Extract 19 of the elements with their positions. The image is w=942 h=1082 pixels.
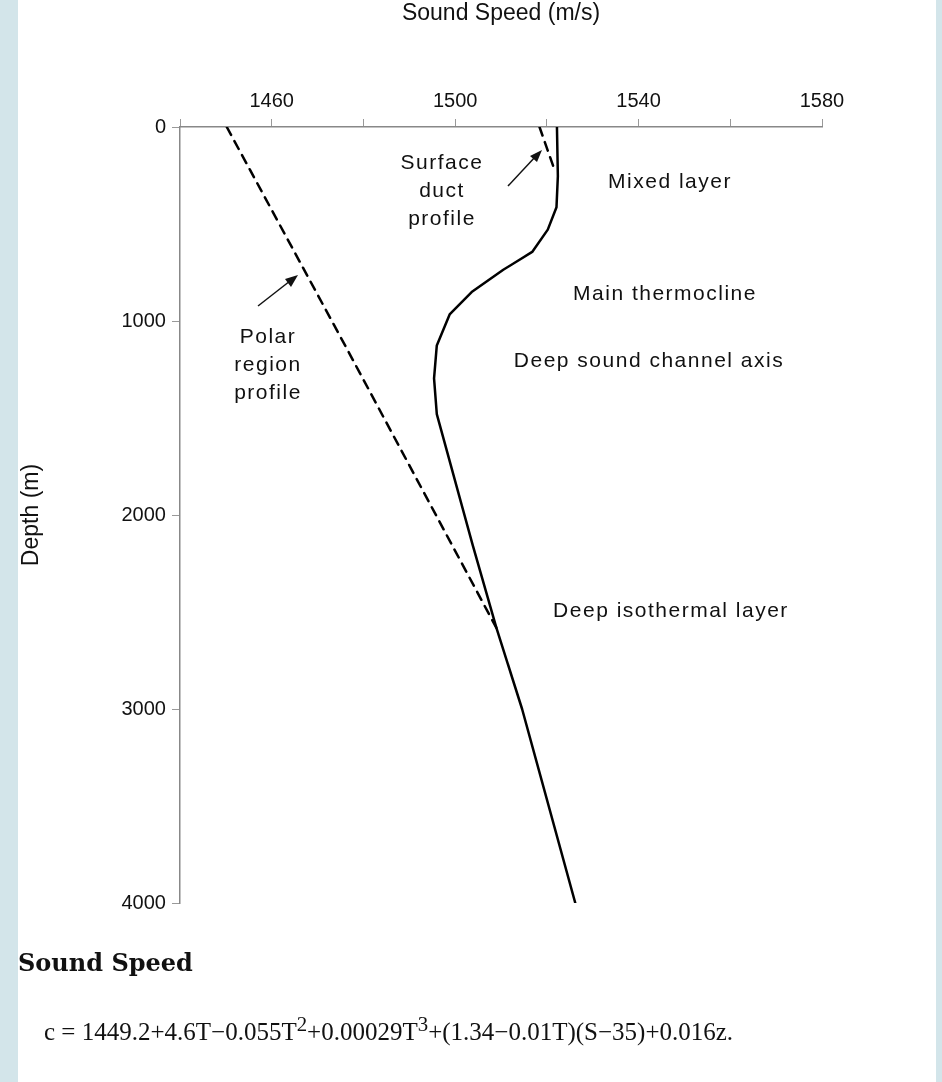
x-tick-label: 1580 <box>799 88 845 111</box>
x-tick-label: 1460 <box>249 88 294 111</box>
y-tick-label: 4000 <box>121 890 166 913</box>
x-tick-label: 1540 <box>616 88 661 111</box>
text: c = 1449.2+4.6T−0.055T$^{2}$+0.00029T$^{3}$+(1.34−0.01T)(S−35)+0.016z. <box>44 1012 734 1047</box>
annotation: Polar region profile <box>234 324 302 403</box>
annotation: Main thermocline <box>572 280 758 306</box>
y-axis-title: Depth (m) <box>17 463 44 567</box>
annotation: Deep sound channel axis <box>512 347 786 373</box>
annotation: Mixed layer <box>608 169 732 192</box>
x-tick-label: 1500 <box>432 88 478 111</box>
y-tick-label: 2000 <box>121 502 166 525</box>
y-tick-label: 0 <box>154 114 166 137</box>
x-axis-title: Sound Speed (m/s) <box>401 0 601 26</box>
annotation: Surface duct profile <box>400 150 484 229</box>
annotation: Deep isothermal layer <box>552 597 790 623</box>
y-tick-label: 3000 <box>121 696 166 719</box>
text: Sound Speed <box>18 948 193 977</box>
y-tick-label: 1000 <box>121 308 166 331</box>
